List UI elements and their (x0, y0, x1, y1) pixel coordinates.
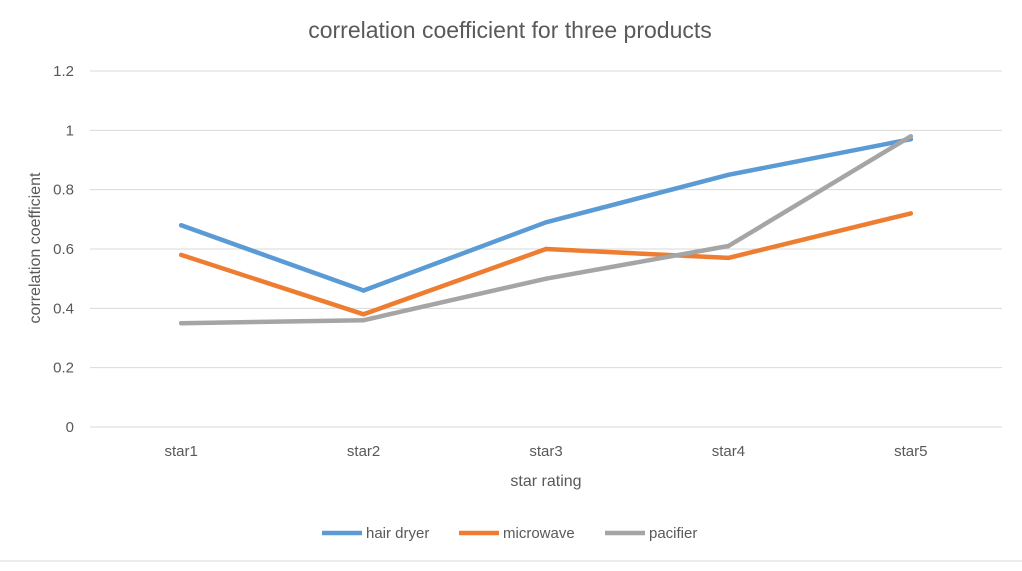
legend-label: pacifier (649, 525, 697, 542)
chart-title: correlation coefficient for three produc… (308, 17, 712, 43)
x-tick-label: star1 (165, 443, 198, 460)
legend: hair dryer microwave pacifier (322, 525, 697, 542)
y-tick-label: 0.2 (53, 360, 74, 377)
x-tick-label: star3 (529, 443, 562, 460)
legend-label: hair dryer (366, 525, 429, 542)
data-point (908, 211, 913, 216)
data-point (179, 223, 184, 228)
data-point (543, 276, 549, 281)
data-point (179, 252, 184, 258)
data-point (908, 134, 913, 139)
data-point (543, 246, 549, 252)
y-tick-label: 0.8 (53, 182, 74, 199)
y-tick-label: 0 (66, 419, 74, 436)
data-point (543, 220, 549, 225)
y-tick-label: 1 (66, 122, 74, 139)
y-tick-label: 0.4 (53, 300, 74, 317)
data-point (726, 243, 731, 249)
series-lines (178, 134, 914, 326)
legend-label: microwave (503, 525, 575, 542)
data-point (179, 320, 184, 326)
data-point (361, 318, 366, 323)
y-axis-label: correlation coefficient (27, 172, 44, 323)
series-line-pacifier (178, 134, 914, 326)
data-point (726, 172, 731, 178)
data-point (726, 255, 731, 261)
x-tick-label: star4 (712, 443, 745, 460)
y-tick-label: 1.2 (53, 63, 74, 80)
x-tick-label: star2 (347, 443, 380, 460)
data-point (361, 312, 366, 317)
x-tick-label: star5 (894, 443, 927, 460)
y-tick-labels: 0 0.2 0.4 0.6 0.8 1 1.2 (53, 63, 74, 436)
y-tick-label: 0.6 (53, 241, 74, 258)
data-point (361, 288, 366, 293)
x-tick-labels: star1 star2 star3 star4 star5 (165, 443, 928, 460)
series-line-hair-dryer (178, 136, 914, 293)
x-axis-label: star rating (510, 473, 581, 490)
